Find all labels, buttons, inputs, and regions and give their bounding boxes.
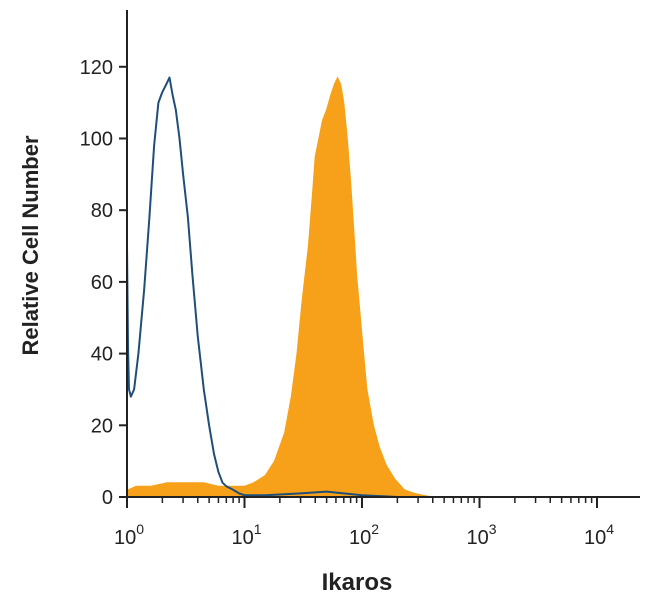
series-1-outline-histogram	[126, 76, 597, 498]
y-tick-label: 40	[91, 344, 113, 366]
series-0-filled-histogram	[126, 76, 597, 498]
x-tick-label: 102	[349, 521, 379, 549]
x-tick-label: 101	[231, 521, 261, 549]
axes	[126, 10, 640, 498]
x-tick-label: 100	[114, 521, 144, 549]
y-tick-label: 100	[80, 128, 113, 150]
x-axis-title: Ikaros	[322, 569, 393, 596]
y-tick-label: 120	[80, 57, 113, 79]
y-tick-label: 20	[91, 415, 113, 437]
y-axis-title: Relative Cell Number	[18, 135, 43, 356]
y-axis-ticks: 0 20 40 60 80 100 120	[80, 57, 127, 509]
x-tick-label: 103	[466, 521, 496, 549]
x-axis-ticks: 100 101 102 103 104	[114, 497, 614, 549]
y-tick-label: 60	[91, 272, 113, 294]
y-tick-label: 80	[91, 200, 113, 222]
x-tick-label: 104	[584, 521, 614, 549]
y-tick-label: 0	[102, 487, 113, 509]
plot-area	[126, 76, 597, 498]
